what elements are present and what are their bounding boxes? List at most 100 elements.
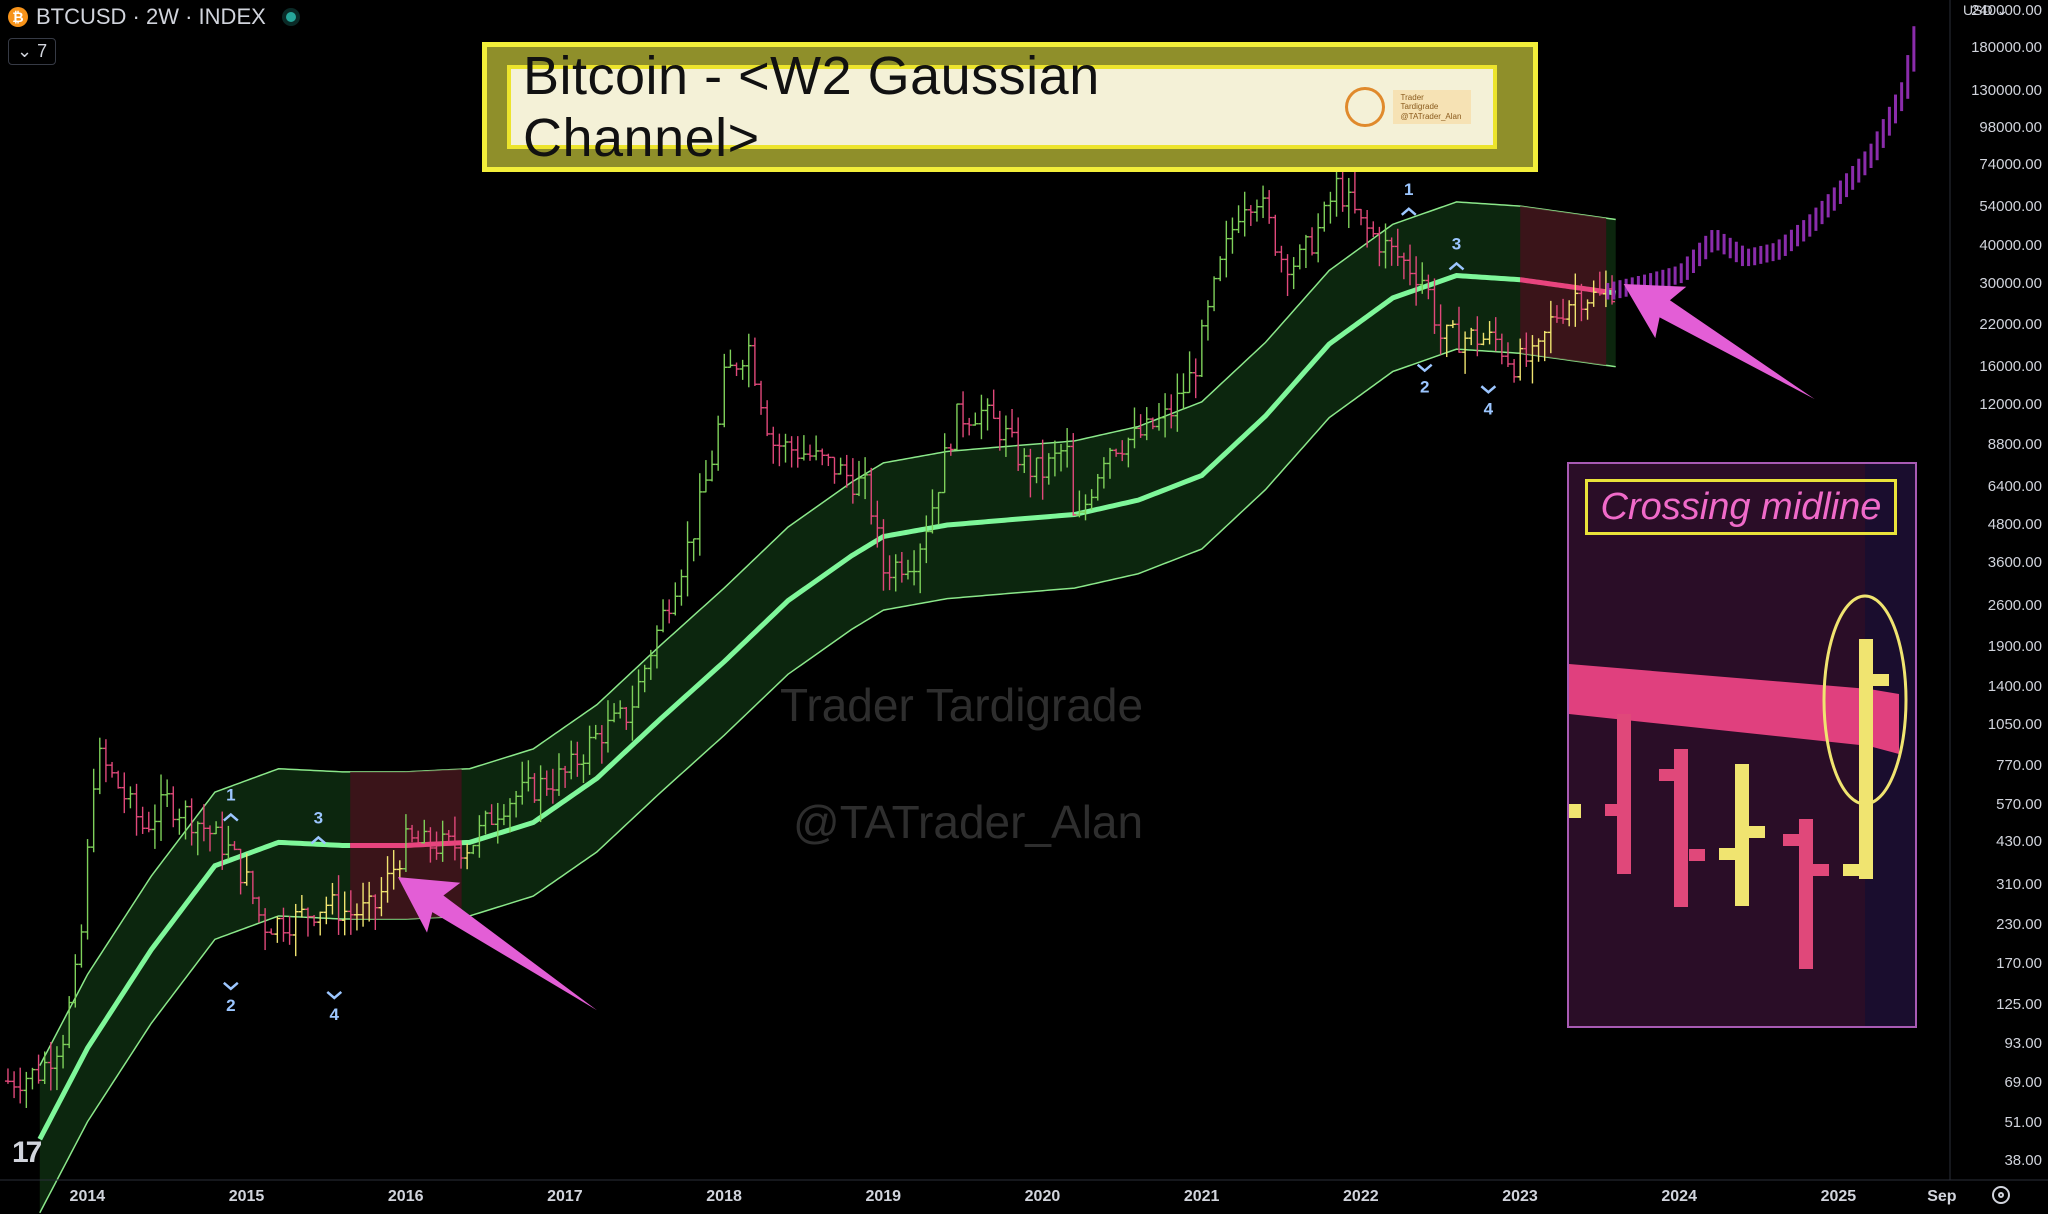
price-axis-label: 570.00: [1996, 796, 2042, 814]
bitcoin-icon: ₿: [8, 7, 28, 27]
badge-text: Trader Tardigrade @TATrader_Alan: [1392, 89, 1471, 125]
tardigrade-logo-icon: [1344, 87, 1385, 127]
wave-chevron-icon: [1400, 207, 1417, 216]
wave-labels: 1 2 3 4 1 2 3 4: [223, 180, 1497, 1024]
currency-label: USD: [1963, 2, 1993, 18]
wave-label: 3: [314, 808, 323, 827]
price-axis-label: 69.00: [2004, 1073, 2042, 1091]
badge-line-1: Trader Tardigrade: [1400, 92, 1439, 112]
currency-selector[interactable]: USD ⌄: [1963, 2, 2009, 18]
inset-candle: [1843, 864, 1859, 876]
market-status-icon: [285, 12, 296, 22]
title-panel: Bitcoin - <W2 Gaussian Channel> Trader T…: [507, 46, 1497, 168]
wave-chevron-icon: [1448, 261, 1465, 271]
wave-chevron-icon: [326, 990, 343, 1000]
price-axis-label: 16000.00: [1979, 357, 2042, 375]
time-axis-label: 2024: [1661, 1188, 1697, 1205]
price-axis-label: 8800.00: [1987, 436, 2042, 454]
time-axis-label: 2017: [547, 1188, 583, 1205]
price-axis-label: 74000.00: [1979, 156, 2042, 174]
price-axis-label: 2600.00: [1987, 596, 2042, 614]
time-axis-label: 2020: [1024, 1188, 1061, 1205]
price-axis-label: 130000.00: [1971, 82, 2042, 100]
gaussian-channel: [37, 201, 1617, 1214]
price-axis-label: 1400.00: [1987, 678, 2042, 696]
symbol-line: BTCUSD · 2W · INDEX: [36, 4, 266, 29]
time-axis-label: 2025: [1820, 1188, 1857, 1205]
time-axis-label: 2015: [228, 1188, 265, 1205]
pink-arrow-icon: [397, 877, 597, 1011]
time-axis-label: 2018: [706, 1188, 742, 1205]
inset-candle: [1813, 864, 1829, 876]
indicator-toggle-button[interactable]: ⌄ 7: [8, 38, 57, 65]
channel-midline: [37, 273, 1617, 1141]
projection-candles: [1606, 26, 1916, 300]
zoom-inset: Crossing midline: [1567, 462, 1917, 1028]
inset-highlight-ellipse: [1822, 594, 1908, 806]
price-axis-label: 240000.00: [1971, 1, 2042, 19]
inset-candle: [1749, 826, 1765, 838]
chevron-down-icon: ⌄: [17, 41, 33, 61]
chart-title: Bitcoin - <W2 Gaussian Channel>: [523, 46, 1100, 168]
inset-candle: [1783, 834, 1799, 846]
inset-candle: [1873, 674, 1889, 686]
price-axis-label: 98000.00: [1979, 119, 2042, 137]
author-badge: Trader Tardigrade @TATrader_Alan: [1344, 87, 1471, 127]
price-axis-label: 310.00: [1996, 876, 2042, 894]
inset-candle: [1674, 749, 1688, 907]
pink-arrow-icon: [1623, 284, 1815, 400]
inset-candle: [1617, 714, 1631, 874]
inset-zoom-graphic: [1569, 464, 1915, 1026]
price-axis-label: 40000.00: [1979, 237, 2042, 255]
wave-chevron-icon: [310, 835, 327, 845]
watermark-name: Trader Tardigrade: [780, 679, 1144, 731]
wave-chevron-icon: [223, 812, 239, 822]
price-axis-label: 12000.00: [1979, 395, 2042, 413]
wave-label: 3: [1452, 234, 1461, 253]
price-axis-label: 51.00: [2004, 1113, 2042, 1131]
indicator-count: 7: [37, 41, 48, 61]
wave-label: 2: [226, 996, 235, 1015]
arrows: [397, 284, 1815, 1011]
price-axis-label: 770.00: [1996, 756, 2042, 774]
time-axis-label: 2019: [865, 1188, 902, 1205]
inset-label: Crossing midline: [1585, 479, 1897, 535]
time-axis-label: Sep: [1927, 1188, 1957, 1205]
arrow-shape: [1623, 284, 1815, 400]
watermark-handle: @TATrader_Alan: [793, 796, 1144, 848]
wave-label: 1: [226, 786, 235, 805]
price-axis-label: 170.00: [1996, 955, 2042, 973]
channel-upper-line: [39, 201, 1616, 1066]
settings-gear-icon[interactable]: [1992, 1186, 2010, 1204]
wave-label: 4: [330, 1005, 340, 1024]
time-axis-label: 2014: [69, 1188, 106, 1205]
wave-chevron-icon: [223, 981, 239, 991]
wave-label: 2: [1420, 378, 1429, 397]
arrow-shape: [397, 877, 597, 1011]
price-axis-label: 1050.00: [1987, 715, 2042, 733]
wave-chevron-icon: [1480, 385, 1497, 394]
wave-label: 4: [1484, 399, 1494, 418]
inset-candle: [1719, 848, 1735, 860]
price-axis-label: 22000.00: [1979, 315, 2042, 333]
price-axis-label: 1900.00: [1987, 637, 2042, 655]
symbol-header[interactable]: ₿ BTCUSD · 2W · INDEX: [8, 4, 296, 30]
price-axis-label: 230.00: [1996, 915, 2042, 933]
wave-label: 1: [1404, 180, 1413, 199]
title-banner: Bitcoin - <W2 Gaussian Channel> Trader T…: [482, 42, 1538, 172]
price-axis-label: 93.00: [2004, 1034, 2042, 1052]
time-axis-label: 2016: [387, 1188, 424, 1205]
price-axis-label: 4800.00: [1987, 516, 2042, 534]
tradingview-logo-icon[interactable]: 17: [12, 1136, 42, 1169]
inset-candle: [1859, 639, 1873, 879]
price-axis-label: 6400.00: [1987, 478, 2042, 496]
inset-candle: [1735, 764, 1749, 906]
time-axis-label: 2021: [1183, 1188, 1220, 1205]
price-axis-label: 125.00: [1996, 995, 2042, 1013]
time-axis-label: 2023: [1502, 1188, 1538, 1205]
price-axis-label: 3600.00: [1987, 553, 2042, 571]
price-axis-label: 430.00: [1996, 833, 2042, 851]
price-axis-label: 54000.00: [1979, 197, 2042, 215]
badge-line-2: @TATrader_Alan: [1400, 111, 1462, 121]
